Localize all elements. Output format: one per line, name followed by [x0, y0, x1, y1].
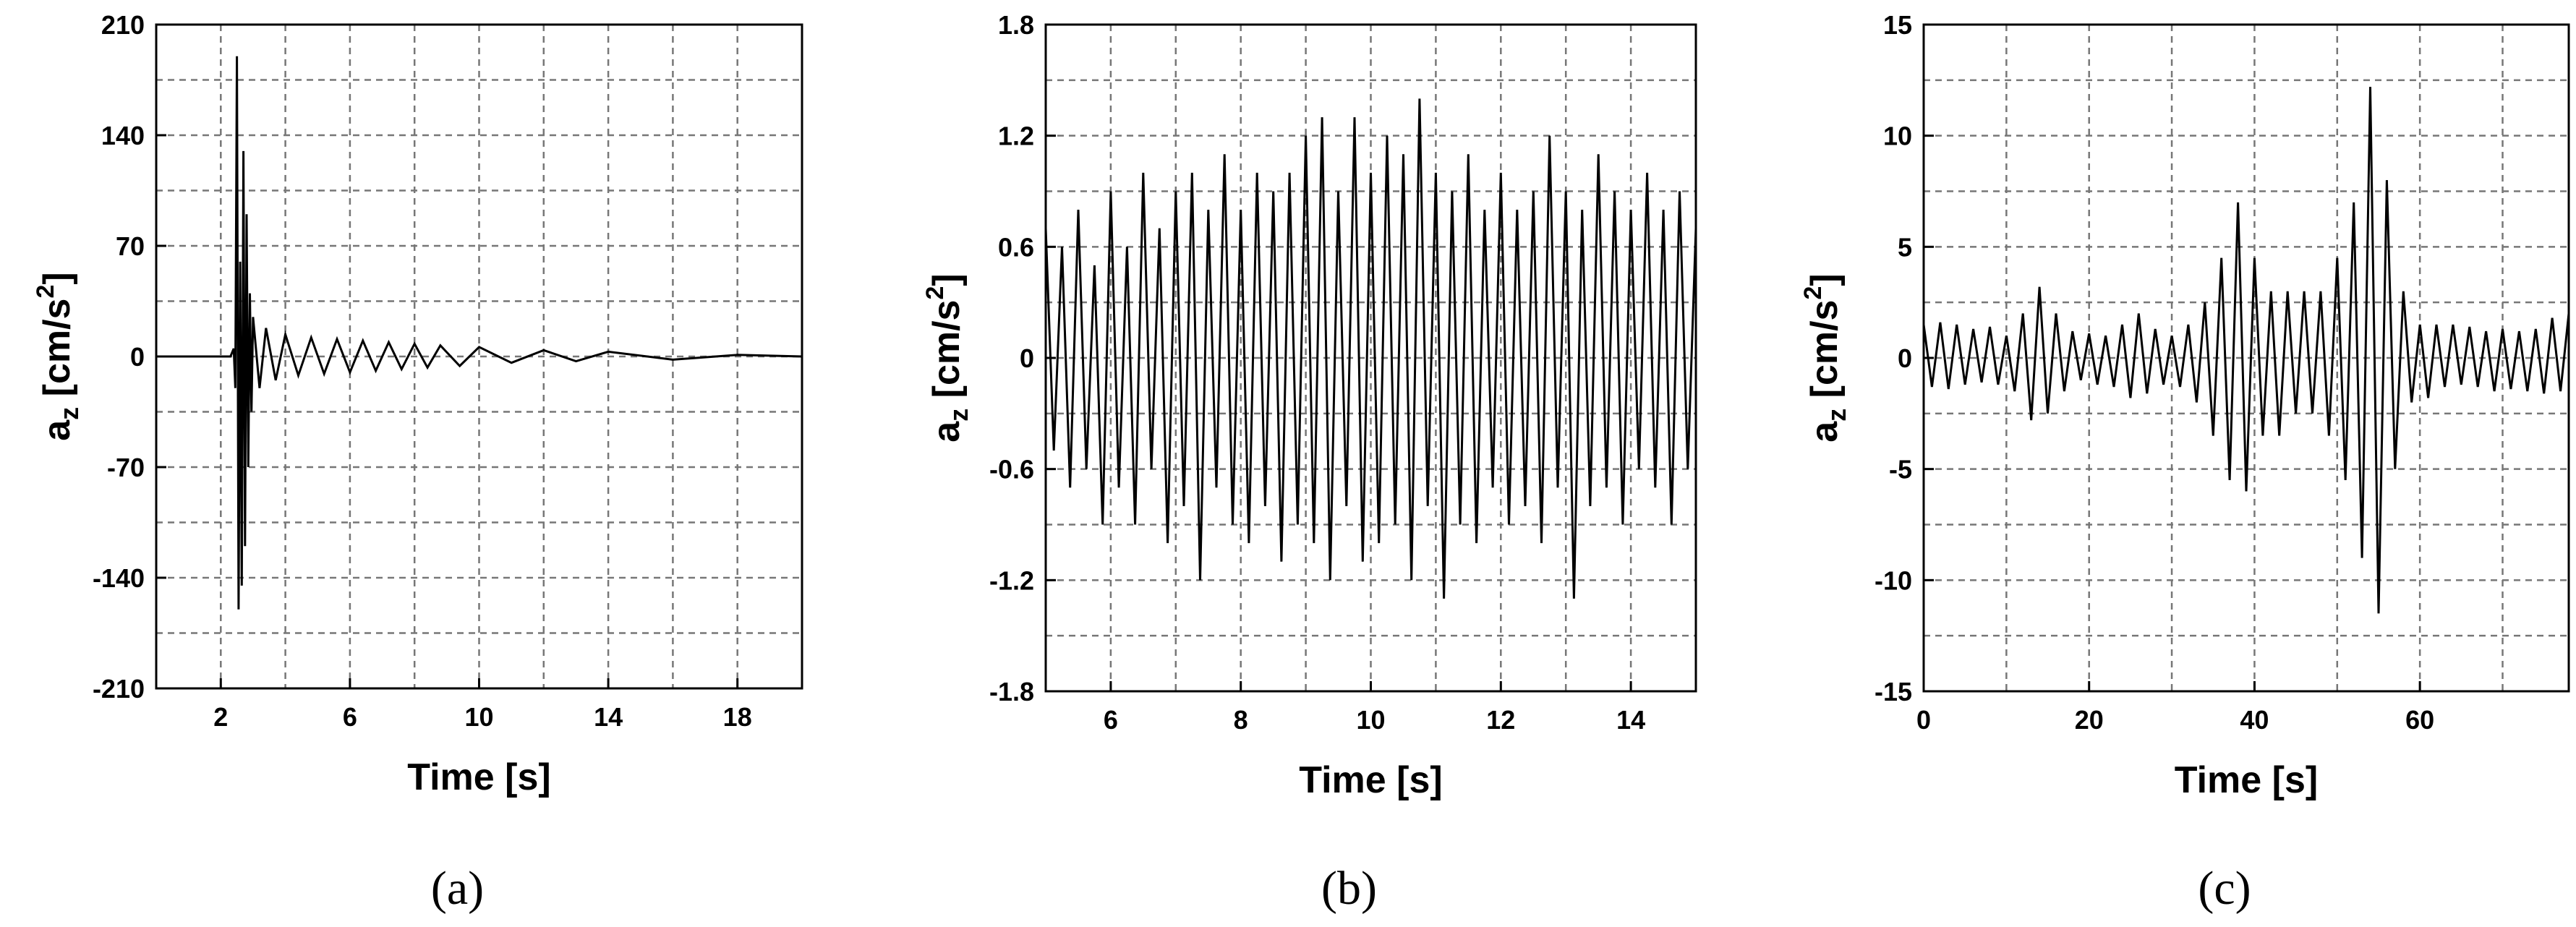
y-tick-label: -15 [1875, 677, 1912, 706]
plot-frame [155, 23, 803, 690]
y-tick-label: -1.2 [989, 565, 1034, 595]
y-axis-label-part: z [54, 407, 84, 420]
y-axis-label-part: a [36, 419, 78, 441]
y-axis-label-part: 2 [1799, 286, 1827, 300]
y-tick-label: -0.6 [989, 455, 1034, 484]
plot-frame [1922, 23, 2570, 693]
y-axis-label: az [cm/s2] [921, 273, 973, 442]
x-tick-label: 12 [1486, 705, 1515, 735]
y-tick-label: 0 [1898, 343, 1912, 373]
x-tick-label: 6 [1104, 705, 1118, 735]
x-tick-label: 40 [2240, 705, 2269, 735]
plot-frame [1044, 23, 1697, 693]
y-tick-label: 1.2 [998, 121, 1034, 151]
y-axis-label-part: 2 [32, 285, 59, 299]
y-axis-label-part: z [1822, 409, 1851, 422]
y-axis-label-part: [cm/s [1804, 300, 1846, 409]
y-axis-label-part: [cm/s [926, 300, 968, 409]
y-tick-label: 0 [1020, 343, 1034, 373]
panel-label: (a) [431, 862, 484, 915]
y-tick-label: 140 [101, 121, 145, 150]
y-axis-label-part: a [926, 421, 968, 443]
y-tick-label: 0.6 [998, 232, 1034, 262]
y-tick-label: 5 [1898, 232, 1912, 262]
x-tick-label: 6 [343, 702, 357, 732]
panel-label: (c) [2198, 862, 2251, 915]
x-axis-label: Time [s] [407, 756, 550, 798]
x-tick-label: 18 [723, 702, 752, 732]
x-axis-label: Time [s] [1299, 759, 1442, 801]
x-tick-label: 0 [1916, 705, 1931, 735]
x-tick-label: 10 [1356, 705, 1385, 735]
x-tick-label: 14 [1616, 705, 1645, 735]
x-tick-label: 10 [464, 702, 493, 732]
x-tick-label: 14 [594, 702, 623, 732]
y-tick-label: -5 [1889, 455, 1912, 484]
y-tick-label: 1.8 [998, 10, 1034, 40]
y-tick-label: 210 [101, 10, 145, 40]
y-tick-label: -210 [93, 674, 145, 704]
y-axis-label-part: ] [36, 272, 78, 284]
y-axis-label-part: 2 [921, 286, 949, 300]
y-axis-label-part: z [944, 409, 973, 422]
y-axis-label-part: a [1804, 421, 1846, 443]
x-tick-label: 2 [213, 702, 228, 732]
x-tick-label: 60 [2405, 705, 2434, 735]
y-tick-label: 15 [1883, 10, 1912, 40]
x-tick-label: 20 [2075, 705, 2104, 735]
signal-line [1046, 98, 1696, 599]
y-axis-label: az [cm/s2] [1799, 273, 1851, 442]
y-tick-label: -1.8 [989, 677, 1034, 706]
x-tick-label: 8 [1234, 705, 1248, 735]
panel: 2 6 10 14 18 -210 -140 -70 0 70 140 210 Time [s] az [… [32, 10, 803, 915]
signal-line [1924, 87, 2569, 614]
y-axis-label: az [cm/s2] [32, 272, 84, 440]
y-axis-label-part: ] [1804, 273, 1846, 286]
x-axis-label: Time [s] [2175, 759, 2318, 801]
y-axis-label-part: ] [926, 273, 968, 286]
panel-label: (b) [1321, 862, 1377, 915]
y-tick-label: 70 [116, 231, 145, 261]
y-axis-label-part: [cm/s [36, 299, 78, 407]
y-tick-label: -70 [107, 453, 145, 482]
y-tick-label: 0 [130, 342, 145, 372]
y-tick-label: 10 [1883, 121, 1912, 151]
panel: 0 20 40 60 -15 -10 -5 0 5 10 15 Time [s] az [cm/s2] (… [1799, 10, 2570, 915]
y-tick-label: -10 [1875, 565, 1912, 595]
signal-line [156, 56, 802, 610]
y-tick-label: -140 [93, 563, 145, 593]
panel: 6 8 10 12 14 -1.8 -1.2 -0.6 0 0.6 1.2 1.8 Time [s] az… [921, 10, 1697, 915]
